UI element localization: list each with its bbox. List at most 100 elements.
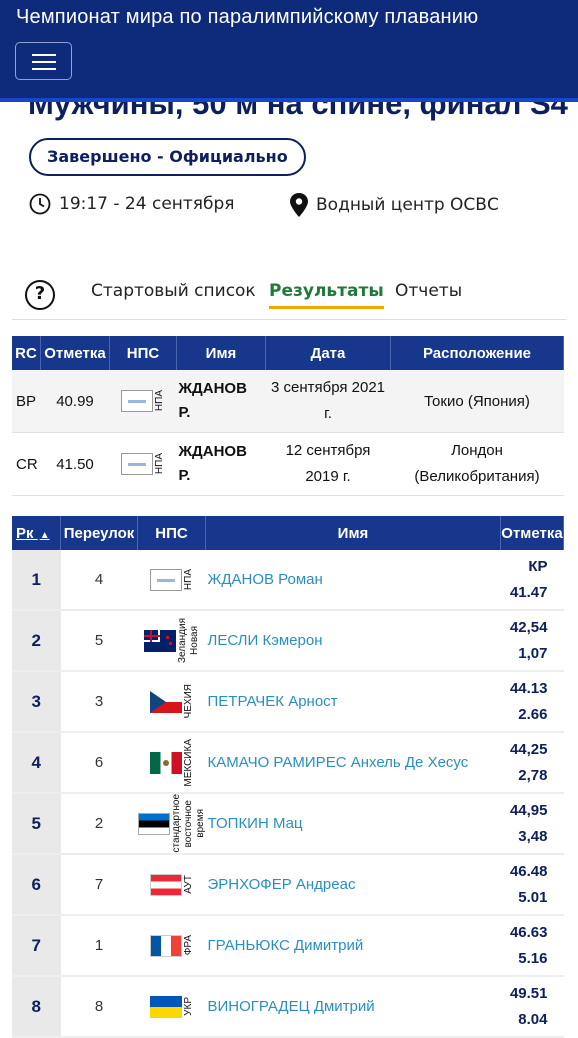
mark-secondary: 2.66 bbox=[518, 705, 548, 723]
record-location: Лондон (Великобритания) bbox=[390, 432, 564, 496]
status-badge: Завершено - Официально bbox=[29, 138, 306, 176]
hamburger-icon bbox=[32, 68, 56, 70]
rank: 3 bbox=[12, 671, 61, 733]
mark-secondary: 41.47 bbox=[509, 583, 548, 601]
npc: НПА bbox=[137, 550, 206, 611]
record-mark: 40.99 bbox=[40, 370, 110, 433]
record-location: Токио (Япония) bbox=[390, 370, 564, 433]
lane: 2 bbox=[60, 793, 138, 855]
col-header-lane: Переулок bbox=[60, 516, 138, 550]
record-name: ЖДАНОВ Р. bbox=[176, 432, 266, 496]
col-header-name: Имя bbox=[205, 516, 501, 550]
mark-value: 44,25 bbox=[509, 740, 548, 758]
npc: стандартноевосточноевремя bbox=[137, 793, 206, 855]
table-row: 7 1 ФРА ГРАНЬЮКС Димитрий 46.63 5.16 bbox=[12, 915, 564, 977]
record-mark: 41.50 bbox=[40, 432, 110, 496]
rank: 6 bbox=[12, 854, 61, 916]
athlete-name-link[interactable]: ГРАНЬЮКС Димитрий bbox=[205, 915, 501, 977]
athlete-name-link[interactable]: ЖДАНОВ Роман bbox=[205, 550, 501, 611]
table-row: 4 6 МЕКСИКА КАМАЧО РАМИРЕС Анхель Де Хесус 4… bbox=[12, 732, 564, 794]
mark-value: 46.63 bbox=[509, 923, 548, 941]
record-date-line: 2019 г. bbox=[305, 468, 351, 485]
table-row: 5 2 стандартноевосточноевремя ТОПКИН Мац 44,… bbox=[12, 793, 564, 855]
mark: 42,54 1,07 bbox=[500, 610, 564, 672]
table-row: 6 7 АУТ ЭРНХОФЕР Андреас 46.48 5.01 bbox=[12, 854, 564, 916]
record-name: ЖДАНОВ Р. bbox=[176, 370, 266, 433]
lane: 1 bbox=[60, 915, 138, 977]
col-header-rc: RC bbox=[12, 336, 41, 370]
mark-secondary: 1,07 bbox=[518, 644, 548, 662]
npc: ЧЕХИЯ bbox=[137, 671, 206, 733]
record-date-line: 12 сентября bbox=[285, 442, 371, 459]
flag-icon bbox=[143, 629, 176, 652]
mark: 49.51 8.04 bbox=[500, 976, 564, 1038]
event-time-text: 19:17 - 24 сентября bbox=[59, 194, 235, 214]
mark: КР 41.47 bbox=[500, 550, 564, 611]
flag-icon bbox=[149, 568, 182, 591]
flag-icon bbox=[137, 812, 170, 835]
athlete-name-link[interactable]: ЭРНХОФЕР Андреас bbox=[205, 854, 501, 916]
athlete-name-link[interactable]: ЛЕСЛИ Кэмерон bbox=[205, 610, 501, 672]
flag-icon bbox=[149, 751, 182, 774]
npc-code-line: время bbox=[194, 809, 206, 838]
col-header-location: Расположение bbox=[390, 336, 564, 370]
athlete-name-link[interactable]: ПЕТРАЧЕК Арност bbox=[205, 671, 501, 733]
mark: 44.13 2.66 bbox=[500, 671, 564, 733]
col-header-date: Дата bbox=[265, 336, 391, 370]
npc-code: НПА bbox=[154, 453, 165, 475]
npc-code: УКР bbox=[182, 997, 194, 1016]
tab-bar: ? Стартовый список Результаты Отчеты bbox=[0, 272, 578, 320]
col-header-rank[interactable]: Рк ▲ bbox=[12, 516, 61, 550]
results-table: Рк ▲ Переулок НПС Имя Отметка 1 4 НПА ЖДАНО… bbox=[12, 516, 564, 1038]
mark-secondary: 2,78 bbox=[518, 766, 548, 784]
mark-value: 42,54 bbox=[509, 618, 548, 636]
mark: 44,25 2,78 bbox=[500, 732, 564, 794]
record-code: CR bbox=[12, 432, 41, 496]
flag-icon bbox=[149, 690, 182, 713]
record-location-line: Лондон bbox=[451, 442, 503, 459]
npc-code: стандартное bbox=[170, 794, 182, 853]
sort-up-icon: ▲ bbox=[39, 529, 50, 541]
npc: УКР bbox=[137, 976, 206, 1038]
rank: 5 bbox=[12, 793, 61, 855]
lane: 4 bbox=[60, 550, 138, 611]
lane: 6 bbox=[60, 732, 138, 794]
col-header-rank-label: Рк bbox=[16, 524, 34, 542]
location-pin-icon bbox=[290, 193, 308, 217]
divider bbox=[12, 319, 566, 320]
athlete-name-link[interactable]: ВИНОГРАДЕЦ Дмитрий bbox=[205, 976, 501, 1038]
col-header-name: Имя bbox=[176, 336, 266, 370]
lane: 5 bbox=[60, 610, 138, 672]
mark-value: 49.51 bbox=[509, 984, 548, 1002]
npc: МЕКСИКА bbox=[137, 732, 206, 794]
help-icon[interactable]: ? bbox=[25, 280, 55, 310]
mark-value: КР bbox=[528, 557, 548, 575]
flag-icon bbox=[121, 453, 153, 475]
mark-value: 46.48 bbox=[509, 862, 548, 880]
npc-code: АУТ bbox=[182, 875, 194, 894]
records-table: RC Отметка НПС Имя Дата Расположение ВР … bbox=[12, 336, 564, 496]
rank: 4 bbox=[12, 732, 61, 794]
npc-code: МЕКСИКА bbox=[182, 738, 194, 787]
mark-secondary: 5.01 bbox=[518, 888, 548, 906]
event-time: 19:17 - 24 сентября bbox=[29, 193, 235, 215]
tab-start-list[interactable]: Стартовый список bbox=[91, 281, 256, 301]
npc-code-line: Новая bbox=[188, 626, 200, 655]
clock-icon bbox=[29, 193, 51, 215]
npc-code: ЧЕХИЯ bbox=[182, 684, 194, 719]
mark-secondary: 5.16 bbox=[518, 949, 548, 967]
tab-results[interactable]: Результаты bbox=[269, 281, 384, 309]
npc-code-line: восточное bbox=[182, 799, 194, 848]
record-date: 3 сентября 2021 г. bbox=[265, 370, 391, 433]
col-header-npc: НПС bbox=[109, 336, 177, 370]
athlete-name-link[interactable]: ТОПКИН Мац bbox=[205, 793, 501, 855]
record-date: 12 сентября 2019 г. bbox=[265, 432, 391, 496]
menu-button[interactable] bbox=[15, 42, 72, 80]
table-row: 2 5 ЗеландияНовая ЛЕСЛИ Кэмерон 42,54 1,07 bbox=[12, 610, 564, 672]
athlete-name-link[interactable]: КАМАЧО РАМИРЕС Анхель Де Хесус bbox=[205, 732, 501, 794]
mark-secondary: 8.04 bbox=[518, 1010, 548, 1028]
record-location-line: (Великобритания) bbox=[414, 468, 540, 485]
tab-reports[interactable]: Отчеты bbox=[395, 281, 463, 301]
event-venue-text: Водный центр ОСВС bbox=[316, 195, 499, 215]
table-row: ВР 40.99 НПА ЖДАНОВ Р. 3 сентября 2021 г… bbox=[12, 370, 564, 433]
